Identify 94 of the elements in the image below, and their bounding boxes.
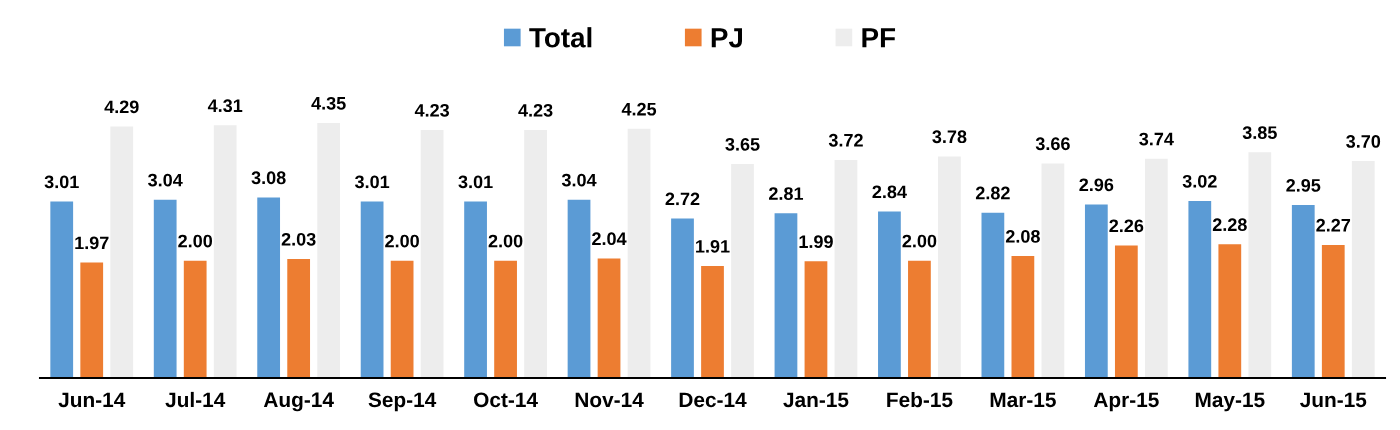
bar (908, 260, 931, 378)
data-label: 1.97 (75, 236, 109, 250)
bar (701, 266, 724, 378)
bar (804, 261, 828, 378)
bar (1321, 244, 1345, 378)
data-label: 3.74 (1139, 132, 1174, 146)
x-tick-label: Jun-14 (58, 392, 126, 408)
data-label: 2.00 (488, 234, 523, 248)
data-label: 2.96 (1079, 178, 1114, 192)
x-tick-label: Feb-15 (887, 391, 953, 408)
bar (1351, 161, 1375, 378)
data-label: 2.27 (1316, 218, 1351, 232)
bar (1218, 244, 1242, 378)
x-tick-label: May-15 (1195, 392, 1265, 412)
data-label: 4.23 (518, 103, 553, 117)
data-label: 4.23 (414, 103, 450, 117)
bar (420, 130, 444, 378)
bar (834, 159, 858, 378)
bar (938, 156, 961, 378)
x-tick-label: Jan-15 (783, 392, 849, 408)
data-label: 3.01 (354, 175, 390, 189)
bar (1041, 163, 1065, 378)
bar (1188, 200, 1212, 378)
data-label: 2.84 (872, 185, 907, 199)
bar (878, 211, 901, 378)
bar (390, 260, 414, 378)
bar (287, 259, 311, 378)
data-label: 4.31 (207, 99, 243, 113)
bar (213, 125, 237, 378)
bar (1084, 204, 1108, 378)
data-label: 3.72 (828, 133, 863, 147)
data-label: 2.95 (1286, 178, 1321, 192)
x-tick-label: Mar-15 (990, 392, 1056, 408)
bar (627, 128, 651, 378)
data-label: 3.01 (458, 175, 493, 189)
x-tick-label: Nov-14 (575, 392, 644, 408)
bar (50, 201, 74, 378)
bar (80, 262, 104, 378)
x-tick-label: Sep-14 (368, 392, 437, 412)
data-label: 1.91 (696, 239, 730, 253)
data-label: 3.02 (1182, 174, 1217, 188)
data-label: 2.82 (975, 186, 1010, 200)
bar (317, 123, 341, 378)
data-label: 2.00 (902, 234, 937, 248)
data-label: 2.03 (281, 232, 316, 246)
bar (774, 213, 798, 378)
bar (731, 164, 754, 378)
bar (257, 197, 281, 378)
data-label: 2.72 (665, 192, 700, 206)
bar (494, 260, 517, 378)
data-label: 3.04 (148, 173, 183, 187)
data-label: 3.66 (1035, 137, 1070, 151)
bar (597, 258, 621, 378)
data-label: 3.04 (561, 173, 597, 187)
data-label: 4.29 (104, 100, 139, 114)
data-label: 3.85 (1242, 126, 1277, 140)
bar (1248, 152, 1272, 378)
data-label: 3.65 (725, 137, 760, 151)
data-label: 2.04 (592, 232, 627, 246)
data-label: 3.70 (1346, 135, 1381, 148)
bar (567, 199, 591, 378)
data-label: 4.25 (621, 102, 657, 116)
data-label: 3.01 (44, 175, 79, 189)
data-label: 4.35 (311, 96, 346, 110)
data-label: 2.00 (385, 234, 419, 248)
bar (360, 201, 384, 378)
data-label: 3.08 (251, 171, 286, 185)
bar (1114, 245, 1138, 378)
bar (110, 126, 134, 378)
bar (1011, 256, 1035, 378)
legend-label: Total (529, 27, 592, 48)
data-label: 1.99 (799, 235, 833, 249)
data-label: 2.00 (178, 234, 213, 248)
bar (183, 260, 207, 378)
data-label: 2.81 (769, 187, 804, 200)
data-label: 2.28 (1212, 218, 1247, 232)
data-label: 3.78 (932, 130, 967, 144)
bar (671, 218, 694, 378)
bar (524, 130, 547, 378)
x-tick-label: Jul-14 (165, 391, 226, 408)
bar (464, 201, 487, 378)
bar (1144, 158, 1168, 378)
data-label: 2.08 (1005, 229, 1040, 243)
x-tick-label: Oct-14 (474, 392, 538, 408)
legend-label: PF (862, 28, 896, 48)
x-tick-label: Aug-14 (263, 392, 334, 412)
data-label: 2.26 (1109, 219, 1144, 233)
bar (981, 212, 1005, 378)
x-tick-label: Apr-15 (1093, 392, 1159, 412)
x-tick-label: Dec-14 (679, 392, 747, 408)
legend-label: PJ (711, 28, 742, 48)
bar (153, 199, 177, 378)
bar (1291, 205, 1315, 378)
x-tick-label: Jun-15 (1300, 392, 1367, 408)
